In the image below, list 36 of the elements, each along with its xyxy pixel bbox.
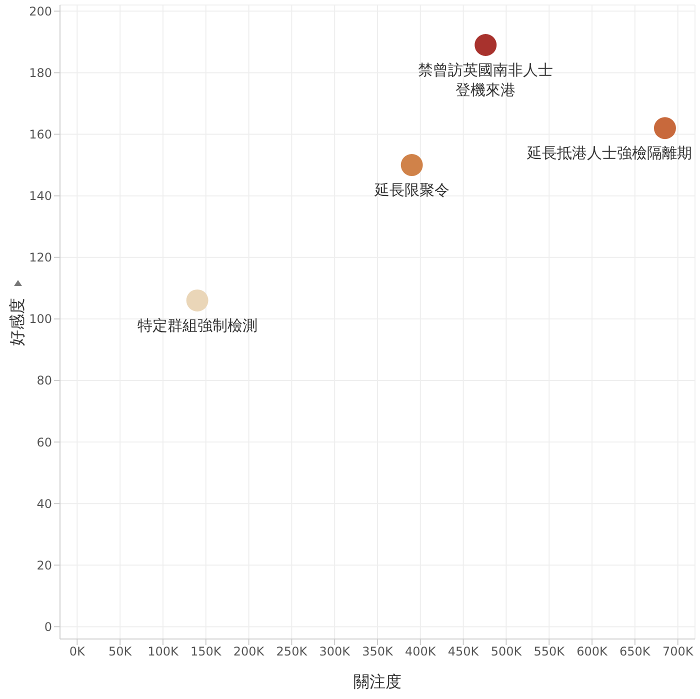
y-tick-label: 80: [36, 374, 52, 388]
x-tick-label: 550K: [534, 644, 566, 659]
x-tick-label: 250K: [276, 644, 308, 659]
x-tick-label: 300K: [319, 644, 352, 659]
annotation: 延長抵港人士強檢隔離期: [526, 144, 692, 162]
x-tick-label: 600K: [576, 644, 609, 659]
x-tick-label: 350K: [362, 644, 394, 659]
y-tick-label: 40: [36, 496, 52, 511]
y-axis-title: 好感度: [7, 298, 26, 346]
y-tick-label: 0: [44, 620, 52, 634]
annotation: 延長限聚令: [373, 181, 450, 200]
y-tick-label: 20: [36, 558, 52, 572]
x-tick-label: 50K: [108, 644, 133, 659]
x-tick-label: 150K: [190, 644, 222, 659]
y-tick-label: 120: [29, 250, 52, 265]
y-tick-label: 200: [29, 4, 52, 18]
point: [186, 289, 208, 312]
x-tick-label: 650K: [620, 644, 652, 659]
y-tick-label: 180: [29, 66, 52, 80]
x-tick-label: 0K: [69, 644, 86, 659]
annotation: 禁曾訪英國南非人士登機來港: [418, 61, 554, 100]
x-tick-label: 400K: [405, 644, 437, 659]
point: [400, 154, 423, 176]
point: [654, 117, 676, 140]
y-tick-label: 60: [36, 435, 52, 450]
y-tick-label: 160: [29, 128, 52, 142]
x-axis-title: 關注度: [354, 672, 402, 691]
annotation: 特定群組強制檢測: [137, 316, 258, 334]
x-tick-label: 200K: [233, 644, 266, 659]
y-tick-label: 140: [29, 189, 52, 204]
x-tick-label: 500K: [490, 644, 523, 659]
x-tick-label: 100K: [148, 644, 180, 659]
y-tick-label: 100: [29, 312, 52, 326]
x-tick-label: 450K: [448, 644, 480, 659]
point: [474, 34, 497, 56]
x-tick-label: 700K: [662, 644, 694, 659]
